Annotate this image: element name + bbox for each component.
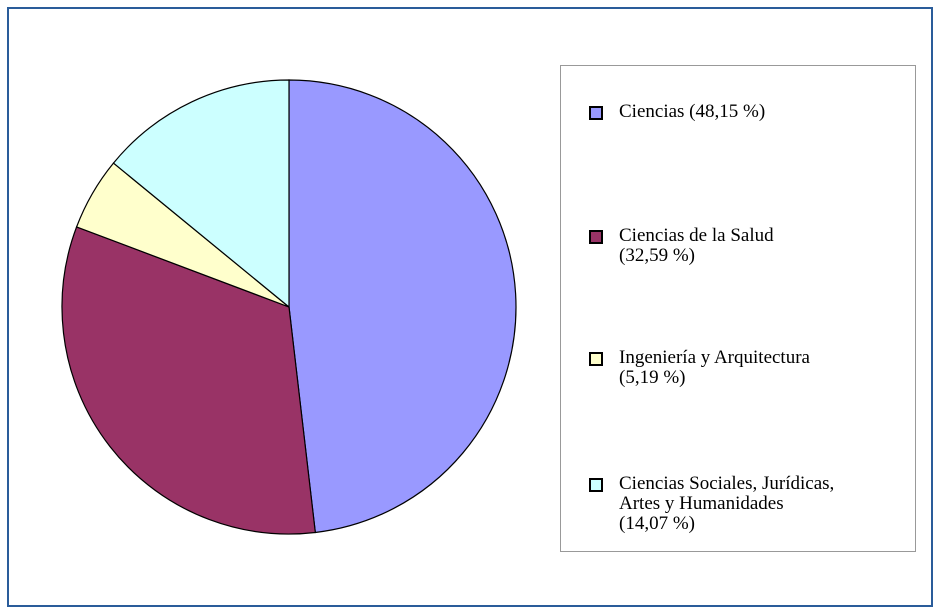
legend: Ciencias (48,15 %) Ciencias de la Salud (… bbox=[560, 65, 916, 552]
legend-label: Ciencias Sociales, Jurídicas, Artes y Hu… bbox=[619, 473, 835, 534]
legend-label: Ciencias de la Salud (32,59 %) bbox=[619, 225, 774, 266]
pie-slice bbox=[112, 79, 290, 309]
legend-swatch bbox=[589, 352, 603, 366]
legend-label: Ingeniería y Arquitectura (5,19 %) bbox=[619, 347, 810, 388]
legend-swatch bbox=[589, 478, 603, 492]
pie-slice bbox=[288, 79, 517, 534]
legend-swatch bbox=[589, 106, 603, 120]
legend-label: Ciencias (48,15 %) bbox=[619, 101, 766, 122]
legend-swatch bbox=[589, 230, 603, 244]
pie-slice bbox=[61, 226, 316, 535]
